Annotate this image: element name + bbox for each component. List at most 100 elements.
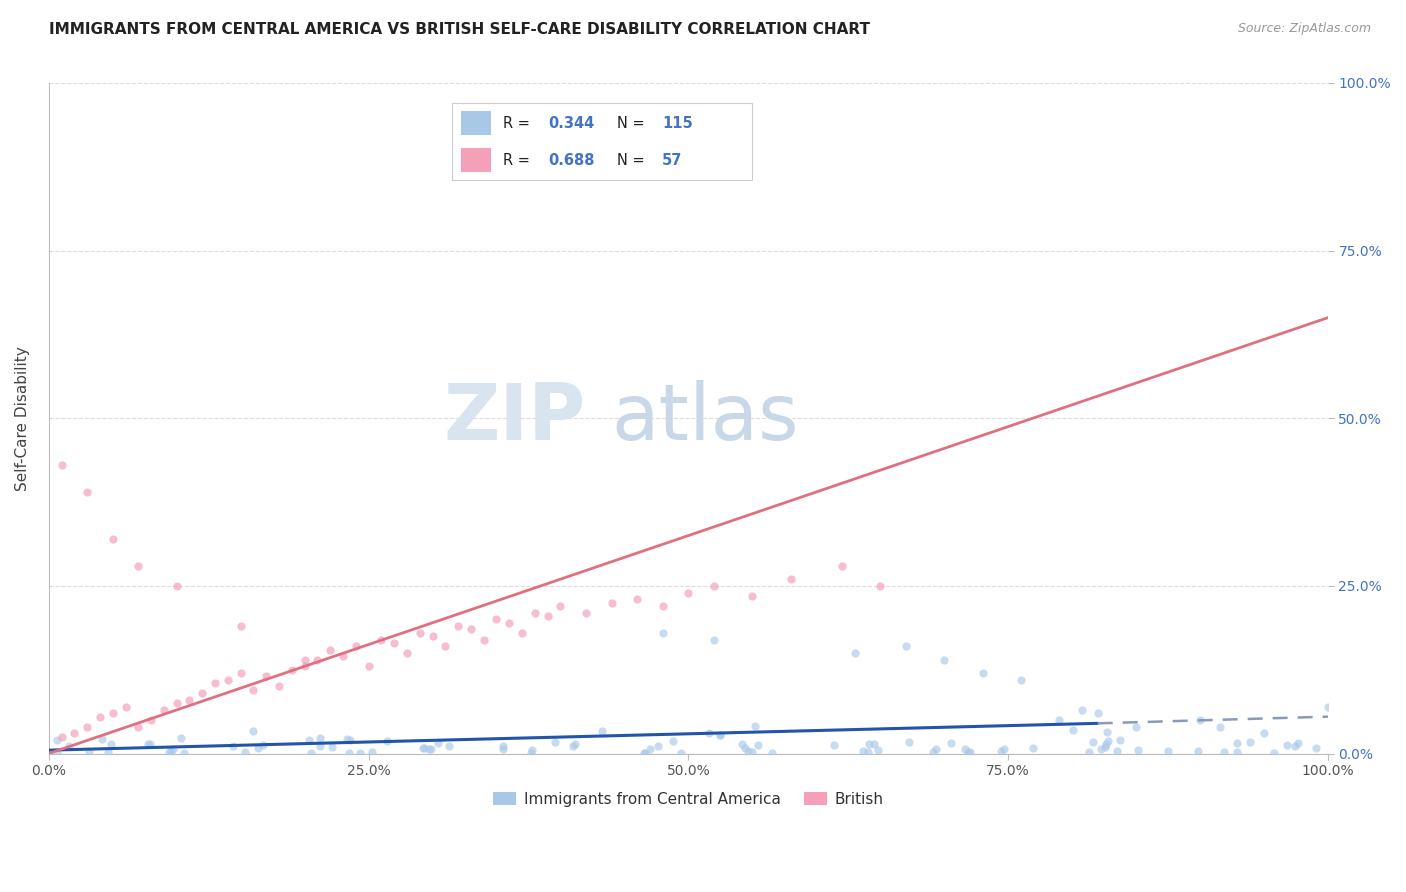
Point xyxy=(564,737,586,751)
Point xyxy=(831,558,853,573)
Point xyxy=(173,746,195,760)
Point xyxy=(307,653,329,667)
Point xyxy=(298,732,321,747)
Point xyxy=(127,558,149,573)
Point xyxy=(375,733,398,747)
Point xyxy=(562,739,585,753)
Point xyxy=(294,659,316,673)
Text: Source: ZipAtlas.com: Source: ZipAtlas.com xyxy=(1237,22,1371,36)
Text: IMMIGRANTS FROM CENTRAL AMERICA VS BRITISH SELF-CARE DISABILITY CORRELATION CHAR: IMMIGRANTS FROM CENTRAL AMERICA VS BRITI… xyxy=(49,22,870,37)
Point xyxy=(332,649,354,664)
Point xyxy=(114,699,136,714)
Point xyxy=(204,676,226,690)
Point xyxy=(229,619,252,633)
Point xyxy=(233,745,256,759)
Point xyxy=(1239,735,1261,749)
Point xyxy=(741,589,763,603)
Point xyxy=(179,693,201,707)
Point xyxy=(741,745,763,759)
Point xyxy=(709,728,731,742)
Point xyxy=(869,579,891,593)
Point xyxy=(412,740,434,755)
Point xyxy=(537,609,560,624)
Point xyxy=(63,726,86,740)
Point xyxy=(426,736,449,750)
Point xyxy=(1071,703,1094,717)
Point xyxy=(1305,740,1327,755)
Point xyxy=(523,606,546,620)
Point xyxy=(281,663,304,677)
Point xyxy=(856,745,879,759)
Point xyxy=(647,739,669,753)
Point xyxy=(344,639,367,653)
Point xyxy=(844,646,866,660)
Point xyxy=(139,713,162,727)
Point xyxy=(100,738,122,752)
Point xyxy=(934,653,956,667)
Point xyxy=(1081,734,1104,748)
Point xyxy=(703,579,725,593)
Point xyxy=(1090,742,1112,756)
Point xyxy=(939,736,962,750)
Point xyxy=(737,744,759,758)
Point xyxy=(420,742,443,756)
Point xyxy=(491,739,513,753)
Point xyxy=(301,746,323,760)
Point xyxy=(1263,746,1285,760)
Point xyxy=(336,731,359,746)
Point xyxy=(319,642,342,657)
Point xyxy=(254,669,277,683)
Point xyxy=(709,728,731,742)
Point xyxy=(779,572,801,586)
Point xyxy=(339,746,361,760)
Point xyxy=(678,585,700,599)
Point xyxy=(159,744,181,758)
Point xyxy=(89,709,111,723)
Point xyxy=(418,742,440,756)
Point xyxy=(1095,725,1118,739)
Point xyxy=(422,629,444,643)
Point xyxy=(1277,739,1299,753)
Point xyxy=(97,745,120,759)
Point xyxy=(550,599,572,613)
Point xyxy=(1125,720,1147,734)
Point xyxy=(139,737,162,751)
Point xyxy=(1022,741,1045,756)
Point xyxy=(1226,736,1249,750)
Point xyxy=(308,731,330,746)
Point xyxy=(591,724,613,739)
Point xyxy=(1062,723,1084,737)
Point xyxy=(472,632,495,647)
Point xyxy=(309,739,332,753)
Point xyxy=(1316,699,1339,714)
Point xyxy=(1087,706,1109,721)
Point xyxy=(651,625,673,640)
Point xyxy=(703,632,725,647)
Point xyxy=(157,745,180,759)
Point xyxy=(959,745,981,759)
Point xyxy=(669,746,692,760)
Point xyxy=(267,680,290,694)
Point xyxy=(242,723,264,738)
Point xyxy=(76,485,98,500)
Point xyxy=(127,720,149,734)
Point xyxy=(520,743,543,757)
Point xyxy=(229,666,252,681)
Point xyxy=(858,737,880,751)
Point xyxy=(1284,739,1306,753)
Point xyxy=(638,742,661,756)
Point xyxy=(166,696,188,710)
Point xyxy=(242,682,264,697)
Point xyxy=(339,732,361,747)
Point xyxy=(101,532,124,546)
Point xyxy=(76,720,98,734)
Point xyxy=(862,737,884,751)
Point xyxy=(1253,726,1275,740)
Point xyxy=(46,745,69,759)
Point xyxy=(357,659,380,673)
Point xyxy=(1010,673,1032,687)
Point xyxy=(412,740,434,755)
Point xyxy=(697,726,720,740)
Point xyxy=(852,744,875,758)
Point xyxy=(191,686,214,700)
